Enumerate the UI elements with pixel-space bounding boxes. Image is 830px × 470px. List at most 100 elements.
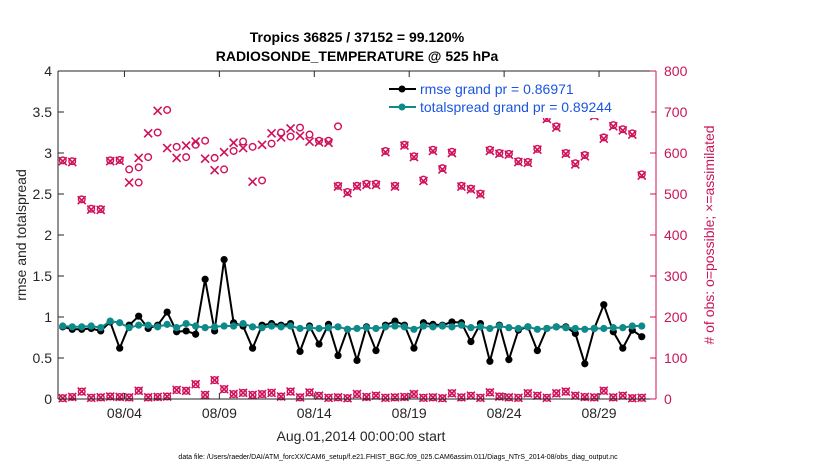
obs-assimilated-stroke <box>390 392 400 402</box>
obs-low-assimilated-marker <box>456 392 466 402</box>
obs-assimilated-stroke <box>134 386 144 396</box>
obs-assimilated-stroke <box>105 156 115 166</box>
legend-spread-label: totalspread grand pr = 0.89244 <box>420 99 612 115</box>
obs-assimilated-marker <box>352 182 362 192</box>
chart-title: Tropics 36825 / 37152 = 99.120% <box>250 29 465 45</box>
obs-assimilated-marker <box>361 180 372 190</box>
obs-assimilated-stroke <box>399 141 410 151</box>
obs-low-possible-marker <box>277 392 286 401</box>
obs-low-assimilated-marker <box>323 393 334 403</box>
totalspread-point <box>429 323 437 331</box>
rmse-point <box>571 329 579 337</box>
obs-assimilated-marker <box>134 153 144 163</box>
obs-low-possible-marker <box>191 380 200 389</box>
obs-assimilated-stroke <box>371 180 381 190</box>
chart-subtitle: RADIOSONDE_TEMPERATURE @ 525 hPa <box>216 48 499 64</box>
obs-possible-marker <box>125 165 134 174</box>
rmse-point <box>448 318 456 326</box>
obs-low-possible-marker <box>476 393 485 402</box>
obs-low-possible-marker <box>438 394 447 403</box>
obs-assimilated-marker <box>627 129 637 140</box>
obs-assimilated-marker <box>485 146 495 156</box>
obs-assimilated-stroke <box>504 392 514 402</box>
obs-assimilated-marker <box>153 106 163 116</box>
obs-low-assimilated-marker <box>523 388 533 398</box>
obs-low-possible-marker <box>552 389 561 398</box>
rmse-point <box>248 344 257 352</box>
obs-assimilated-stroke <box>86 393 96 403</box>
obs-low-possible-marker <box>419 393 428 402</box>
obs-low-assimilated-marker <box>285 387 296 397</box>
obs-assimilated-stroke <box>361 180 372 190</box>
x-tick-label: 08/29 <box>582 405 617 421</box>
x-tick-label: 08/14 <box>297 405 332 421</box>
totalspread-point <box>192 322 200 330</box>
obs-assimilated-stroke <box>513 157 523 167</box>
obs-assimilated-stroke <box>285 387 296 397</box>
obs-possible-marker <box>409 152 418 161</box>
obs-possible-marker <box>239 137 248 146</box>
obs-possible-marker <box>182 153 191 162</box>
obs-assimilated-marker <box>523 158 533 168</box>
obs-possible-marker <box>210 153 219 162</box>
obs-assimilated-marker <box>390 182 400 192</box>
obs-possible-marker <box>533 144 542 153</box>
totalspread-point <box>296 324 304 333</box>
y-right-tick-label: 500 <box>664 186 688 202</box>
obs-low-assimilated-marker <box>172 385 182 395</box>
obs-low-assimilated-marker <box>637 393 647 403</box>
obs-possible-marker <box>134 178 143 187</box>
rmse-point <box>201 275 209 283</box>
obs-assimilated-marker <box>551 123 561 133</box>
obs-low-possible-marker <box>106 392 115 401</box>
obs-low-possible-marker <box>457 393 466 402</box>
obs-assimilated-stroke <box>523 158 533 168</box>
obs-possible-marker <box>561 148 570 157</box>
obs-low-possible-marker <box>599 386 608 395</box>
obs-assimilated-stroke <box>580 392 590 402</box>
obs-possible-marker <box>343 187 352 196</box>
obs-assimilated-marker <box>86 205 96 215</box>
obs-assimilated-marker <box>580 151 590 161</box>
data-file-footnote: data file: /Users/raeder/DAI/ATM_forcXX/… <box>178 454 618 461</box>
obs-possible-marker <box>106 156 115 165</box>
obs-low-assimilated-marker <box>267 388 277 398</box>
totalspread-point <box>286 322 295 330</box>
obs-possible-marker <box>381 146 390 155</box>
obs-assimilated-stroke <box>513 393 523 403</box>
obs-assimilated-stroke <box>352 182 362 192</box>
totalspread-point <box>552 323 560 331</box>
obs-low-possible-marker <box>201 390 210 399</box>
obs-low-possible-marker <box>258 390 267 399</box>
totalspread-point <box>419 322 428 330</box>
obs-possible-marker <box>172 142 181 151</box>
obs-low-possible-marker <box>229 390 238 399</box>
obs-low-assimilated-marker <box>371 391 381 401</box>
y-right-tick-label: 400 <box>664 227 688 243</box>
obs-assimilated-marker <box>371 180 381 190</box>
obs-low-possible-marker <box>504 393 513 402</box>
obs-assimilated-stroke <box>523 388 533 398</box>
obs-low-possible-marker <box>134 386 143 395</box>
obs-low-possible-marker <box>210 376 219 385</box>
obs-possible-marker <box>258 176 267 185</box>
obs-assimilated-marker <box>333 182 343 192</box>
obs-low-assimilated-marker <box>58 393 68 403</box>
obs-assimilated-stroke <box>532 145 542 155</box>
rmse-point <box>135 312 143 320</box>
obs-assimilated-stroke <box>447 388 457 398</box>
x-tick-label: 08/24 <box>487 405 522 421</box>
obs-low-possible-marker <box>428 393 437 402</box>
totalspread-point <box>154 323 162 331</box>
obs-possible-marker <box>334 181 343 190</box>
obs-assimilated-stroke <box>210 375 220 385</box>
obs-assimilated-stroke <box>570 391 580 401</box>
obs-possible-marker <box>419 175 428 184</box>
data-layer <box>58 105 647 403</box>
obs-assimilated-stroke <box>608 392 618 402</box>
obs-low-assimilated-marker <box>115 392 125 402</box>
totalspread-point <box>457 321 466 329</box>
obs-low-possible-marker <box>239 388 248 397</box>
obs-assimilated-stroke <box>485 387 495 398</box>
obs-assimilated-stroke <box>361 392 372 402</box>
